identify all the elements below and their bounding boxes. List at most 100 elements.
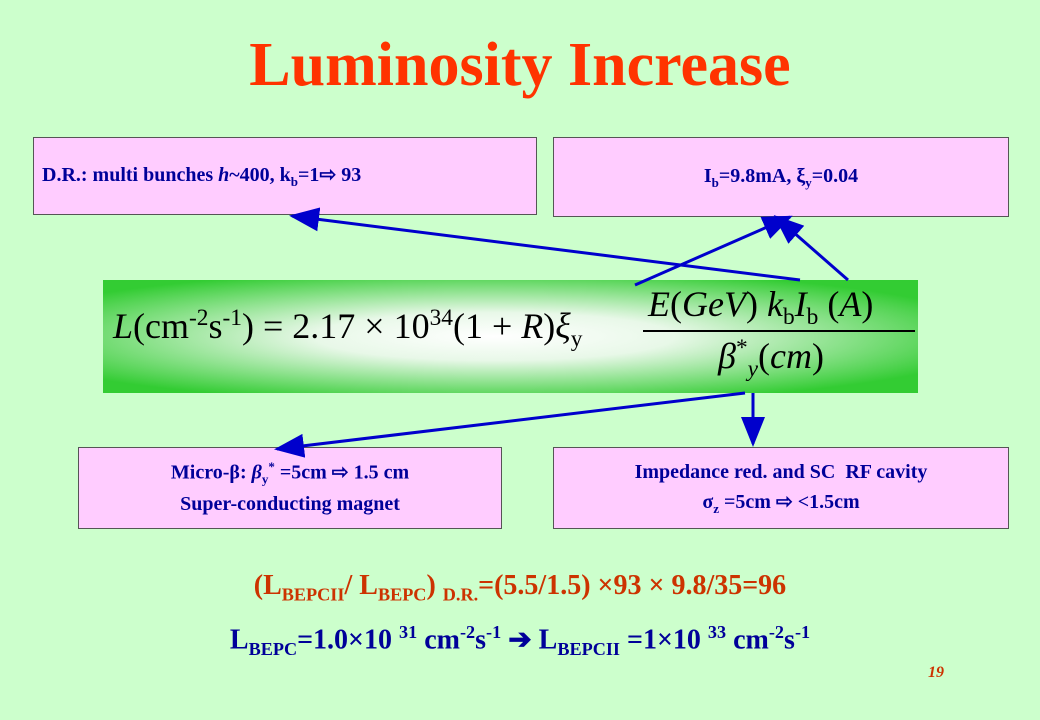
text: cm — [417, 624, 460, 656]
text: : — [239, 461, 252, 484]
text: b — [290, 174, 299, 190]
box-top-left: D.R.: multi bunches h~400, kb=1⇨ 93 — [33, 137, 537, 215]
arrow — [289, 207, 801, 282]
text: BEPCII — [557, 638, 620, 659]
text: D.R.: multi bunches — [42, 164, 219, 187]
text: 93 — [336, 164, 362, 187]
text: z — [713, 501, 720, 517]
box-bottom-right: Impedance red. and SC RF cavity σz =5cm … — [553, 447, 1009, 529]
text: ξ — [555, 306, 571, 346]
text: 34 — [429, 305, 453, 331]
text: ) = 2.17 × 10 — [242, 306, 430, 346]
text: R — [521, 306, 544, 346]
text: cm — [726, 624, 769, 656]
box-line: σz =5cm ⇨ <1.5cm — [702, 487, 859, 519]
page-number: 19 — [928, 664, 944, 681]
text: ➔ L — [501, 624, 558, 656]
text: -2 — [189, 305, 209, 331]
text: D.R. — [442, 584, 479, 605]
text: =1.0×10 — [297, 624, 400, 656]
text: 33 — [707, 622, 727, 642]
text: b — [711, 175, 719, 191]
text: =1×10 — [620, 624, 708, 656]
box-top-right: Ib=9.8mA, ξy=0.04 — [553, 137, 1009, 217]
text: ⇨ — [319, 164, 337, 187]
formula-denominator: β*y(cm) — [718, 335, 824, 383]
text: y — [261, 471, 269, 487]
text: ( — [818, 284, 840, 324]
text: I — [703, 165, 712, 188]
text: ) — [812, 336, 825, 376]
text: =(5.5/1.5) ×93 × 9.8/35=96 — [478, 570, 787, 601]
text: β — [229, 461, 240, 484]
text: L — [229, 624, 249, 656]
text: A — [839, 284, 862, 324]
text: -1 — [222, 305, 243, 331]
text: BEPC — [248, 638, 298, 659]
text: s — [784, 624, 795, 656]
text: I — [794, 284, 807, 324]
text: -2 — [768, 622, 785, 642]
text: BEPCII — [281, 584, 345, 605]
arrow — [274, 391, 746, 458]
text: <1.5cm — [792, 491, 860, 514]
text: 31 — [399, 622, 418, 642]
text: ) — [745, 284, 767, 324]
text: -1 — [486, 622, 502, 642]
formula-left: L(cm-2s-1) = 2.17 × 1034(1 + R)ξy — [113, 305, 582, 353]
text: 1.5 cm — [348, 461, 410, 484]
text: s — [208, 306, 223, 346]
text: h — [218, 164, 230, 187]
text: GeV — [682, 284, 746, 324]
text: (cm — [133, 306, 189, 346]
box-bottom-left: Micro-β: βy* =5cm ⇨ 1.5 cm Super-conduct… — [78, 447, 502, 529]
text: cm — [770, 336, 813, 376]
text: y — [805, 175, 812, 191]
fraction-bar — [643, 330, 915, 332]
text: * — [268, 458, 275, 474]
text: ⇨ — [331, 461, 349, 484]
text: b — [806, 304, 819, 331]
text: β — [251, 461, 262, 484]
box-line: Micro-β: βy* =5cm ⇨ 1.5 cm — [171, 457, 409, 489]
text: =5cm — [274, 461, 332, 484]
text: ( — [758, 336, 771, 376]
text: =5cm — [719, 491, 776, 514]
luminosity-line: LBEPC=1.0×10 31 cm-2s-1 ➔ LBEPCII =1×10 … — [0, 622, 1040, 660]
text: ξ — [796, 165, 806, 188]
text: =0.04 — [811, 165, 859, 188]
text: k — [766, 284, 783, 324]
text: -1 — [794, 622, 811, 642]
arrow — [634, 215, 793, 287]
text: ) — [861, 284, 874, 324]
text: ) — [426, 570, 443, 601]
text: / L — [344, 570, 378, 601]
text: ~400, k — [229, 164, 291, 187]
text: ( — [670, 284, 682, 324]
text: y — [747, 356, 759, 383]
arrow — [773, 215, 849, 282]
text: ⇨ — [775, 491, 793, 514]
text: =1 — [298, 164, 320, 187]
box-text: Ib=9.8mA, ξy=0.04 — [704, 161, 858, 193]
text: (L — [253, 570, 282, 601]
box-line: Impedance red. and SC RF cavity — [634, 461, 928, 484]
text: BEPC — [377, 584, 427, 605]
text: =9.8mA, — [718, 165, 797, 188]
text: y — [570, 326, 583, 353]
box-text: D.R.: multi bunches h~400, kb=1⇨ 93 — [42, 160, 361, 192]
box-line: Super-conducting magnet — [180, 493, 400, 516]
text: (1 + — [453, 306, 522, 346]
formula-numerator: E(GeV) kbIb (A) — [648, 283, 873, 331]
text: s — [475, 624, 487, 656]
ratio-line: (LBEPCII/ LBEPC) D.R.=(5.5/1.5) ×93 × 9.… — [0, 570, 1040, 606]
formula: L(cm-2s-1) = 2.17 × 1034(1 + R)ξy E(GeV)… — [103, 280, 918, 393]
text: β — [718, 336, 736, 376]
text: Micro- — [170, 461, 230, 484]
text: E — [648, 284, 670, 324]
text: ) — [543, 306, 556, 346]
title: Luminosity Increase — [249, 31, 791, 99]
text: b — [782, 304, 795, 331]
text: L — [113, 306, 134, 346]
